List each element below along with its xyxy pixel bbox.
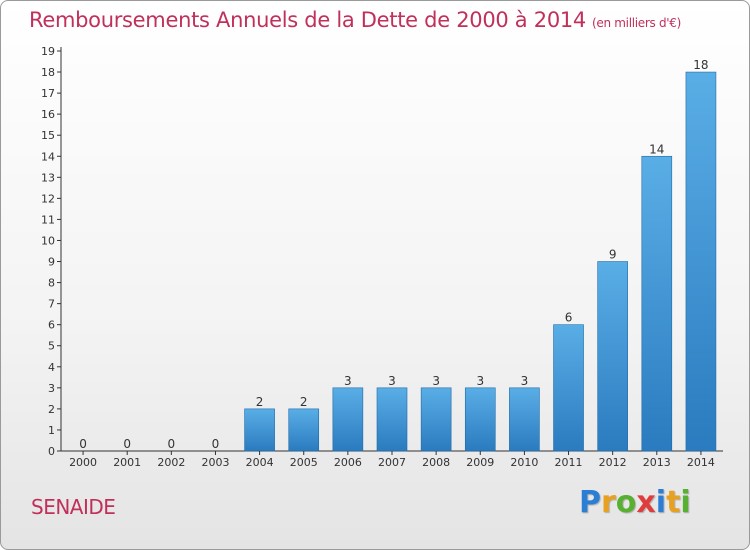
y-tick-label: 18	[41, 66, 55, 79]
y-tick-label: 4	[48, 361, 55, 374]
bar	[244, 408, 275, 452]
logo-letter: P	[579, 485, 601, 520]
x-tick-label: 2005	[290, 456, 318, 469]
y-tick-label: 11	[41, 213, 55, 226]
y-tick-label: 2	[48, 403, 55, 416]
value-label: 0	[168, 437, 176, 451]
bar	[641, 155, 673, 452]
value-label: 2	[256, 395, 264, 409]
y-tick-label: 1	[48, 424, 55, 437]
x-tick-label: 2001	[113, 456, 141, 469]
value-label: 18	[693, 58, 708, 72]
x-tick-label: 2011	[555, 456, 583, 469]
value-label: 3	[521, 374, 529, 388]
chart-subtitle: (en milliers d'€)	[592, 16, 682, 30]
value-label: 3	[388, 374, 396, 388]
x-tick-label: 2007	[378, 456, 406, 469]
y-tick-label: 17	[41, 87, 55, 100]
x-tick-label: 2012	[599, 456, 627, 469]
value-label: 0	[123, 437, 131, 451]
bar	[685, 71, 717, 452]
bar	[509, 387, 540, 452]
chart-title-text: Remboursements Annuels de la Dette de 20…	[29, 8, 586, 32]
x-tick-label: 2010	[510, 456, 538, 469]
value-label: 14	[649, 142, 664, 156]
logo-letter: i	[680, 485, 691, 520]
y-tick-label: 13	[41, 171, 55, 184]
logo-letter: t	[666, 485, 681, 520]
logo-letter: i	[655, 485, 667, 520]
bar	[553, 324, 584, 452]
bar	[288, 408, 320, 452]
y-tick-label: 5	[48, 340, 55, 353]
x-tick-label: 2000	[69, 456, 97, 469]
bar-chart: 0123456789101112131415161718190200002001…	[41, 45, 723, 469]
y-tick-label: 6	[48, 319, 55, 332]
y-tick-label: 7	[48, 298, 55, 311]
y-tick-label: 19	[41, 45, 55, 58]
value-label: 2	[300, 395, 308, 409]
bar	[332, 387, 364, 452]
bar	[597, 261, 628, 452]
value-label: 9	[609, 248, 617, 262]
value-label: 0	[212, 437, 220, 451]
value-label: 3	[476, 374, 484, 388]
x-tick-label: 2004	[246, 456, 274, 469]
logo-letter: x	[636, 485, 656, 520]
y-tick-label: 3	[48, 382, 55, 395]
chart-title: Remboursements Annuels de la Dette de 20…	[29, 8, 681, 32]
y-tick-label: 14	[41, 150, 55, 163]
x-tick-label: 2009	[466, 456, 494, 469]
x-tick-label: 2013	[643, 456, 671, 469]
y-tick-label: 10	[41, 234, 55, 247]
commune-name: SENAIDE	[31, 495, 116, 519]
x-tick-label: 2002	[157, 456, 185, 469]
y-tick-label: 16	[41, 108, 55, 121]
proxiti-logo: Proxiti	[579, 485, 691, 520]
logo-letter: o	[615, 485, 637, 520]
y-tick-label: 0	[48, 445, 55, 458]
bar	[376, 387, 408, 452]
y-tick-label: 15	[41, 129, 55, 142]
bar	[464, 387, 496, 452]
value-label: 0	[79, 437, 87, 451]
bar	[420, 387, 452, 452]
value-label: 3	[344, 374, 352, 388]
logo-letter: r	[601, 485, 616, 520]
y-tick-label: 12	[41, 192, 55, 205]
y-tick-label: 8	[48, 277, 55, 290]
x-tick-label: 2008	[422, 456, 450, 469]
value-label: 3	[432, 374, 440, 388]
x-tick-label: 2014	[687, 456, 715, 469]
x-tick-label: 2006	[334, 456, 362, 469]
value-label: 6	[565, 311, 573, 325]
x-tick-label: 2003	[201, 456, 229, 469]
y-tick-label: 9	[48, 256, 55, 269]
